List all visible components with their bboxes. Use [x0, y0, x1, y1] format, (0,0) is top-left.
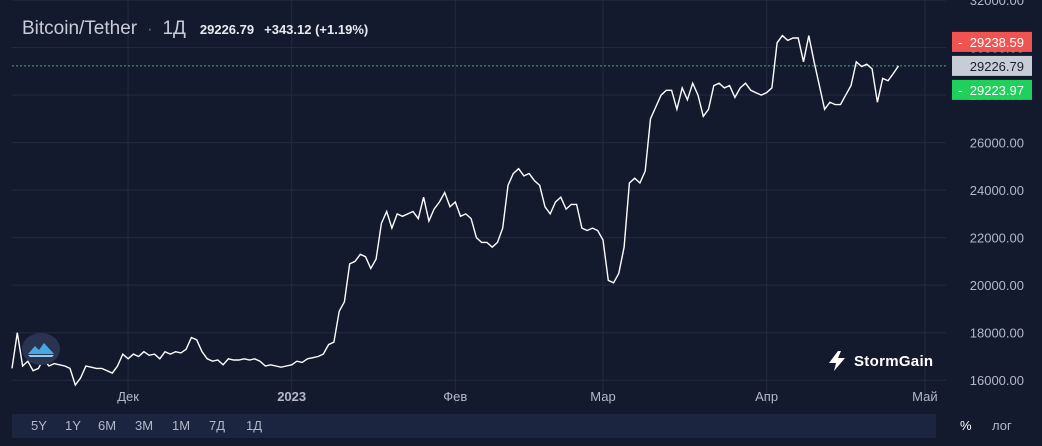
chart-grid	[12, 0, 946, 404]
low-price-tag-text: 29223.97	[970, 83, 1024, 98]
chart-header: Bitcoin/Tether · 1Д 29226.79 +343.12 (+1…	[22, 18, 368, 40]
y-tick-label: 32000.00	[970, 0, 1024, 8]
y-tick-label: 20000.00	[970, 278, 1024, 293]
x-tick-label: Апр	[755, 389, 778, 404]
lightning-icon	[829, 351, 845, 371]
y-tick-label: 22000.00	[970, 231, 1024, 246]
interval-label[interactable]: 1Д	[162, 18, 186, 39]
price-series-line[interactable]	[11, 34, 900, 387]
current-price-tag-text: 29226.79	[970, 59, 1024, 74]
header-separator: ·	[147, 21, 153, 38]
high-price-tag-text: 29238.59	[970, 35, 1024, 50]
svg-text:-: -	[958, 83, 962, 98]
y-tick-label: 24000.00	[970, 183, 1024, 198]
range-6m-button[interactable]: 6M	[98, 418, 117, 433]
svg-text:-: -	[958, 35, 962, 50]
brand-name: StormGain	[854, 352, 934, 370]
y-tick-label: 26000.00	[970, 136, 1024, 151]
y-tick-label: 18000.00	[970, 326, 1024, 341]
percent-scale-toggle[interactable]: %	[960, 418, 972, 433]
bottom-toolbar	[12, 414, 936, 438]
range-3m-button[interactable]: 3M	[135, 418, 154, 433]
y-tick-label: 16000.00	[970, 373, 1024, 388]
x-tick-label: 2023	[277, 389, 306, 404]
current-price-tag: 29226.79	[952, 55, 1032, 76]
range-5y-button[interactable]: 5Y	[31, 418, 47, 433]
symbol-name[interactable]: Bitcoin/Tether	[22, 18, 138, 39]
high-price-tag: 29238.59-	[952, 31, 1032, 52]
x-tick-label: Май	[912, 389, 937, 404]
x-tick-label: Мар	[590, 389, 615, 404]
range-1d-button[interactable]: 1Д	[246, 418, 263, 433]
range-1m-button[interactable]: 1M	[172, 418, 191, 433]
x-tick-label: Дек	[117, 389, 139, 404]
stormgain-logo: StormGain	[826, 350, 933, 372]
x-axis: Дек 2023 Фев Мар Апр Май	[117, 389, 937, 404]
low-price-tag: 29223.97-	[952, 79, 1032, 100]
range-7d-button[interactable]: 7Д	[209, 418, 226, 433]
price-change: +343.12 (+1.19%)	[264, 22, 369, 37]
range-1y-button[interactable]: 1Y	[65, 418, 81, 433]
x-tick-label: Фев	[443, 389, 467, 404]
log-scale-toggle[interactable]: лог	[992, 418, 1012, 433]
chart-logo-icon	[22, 333, 60, 365]
last-price: 29226.79	[199, 22, 255, 37]
